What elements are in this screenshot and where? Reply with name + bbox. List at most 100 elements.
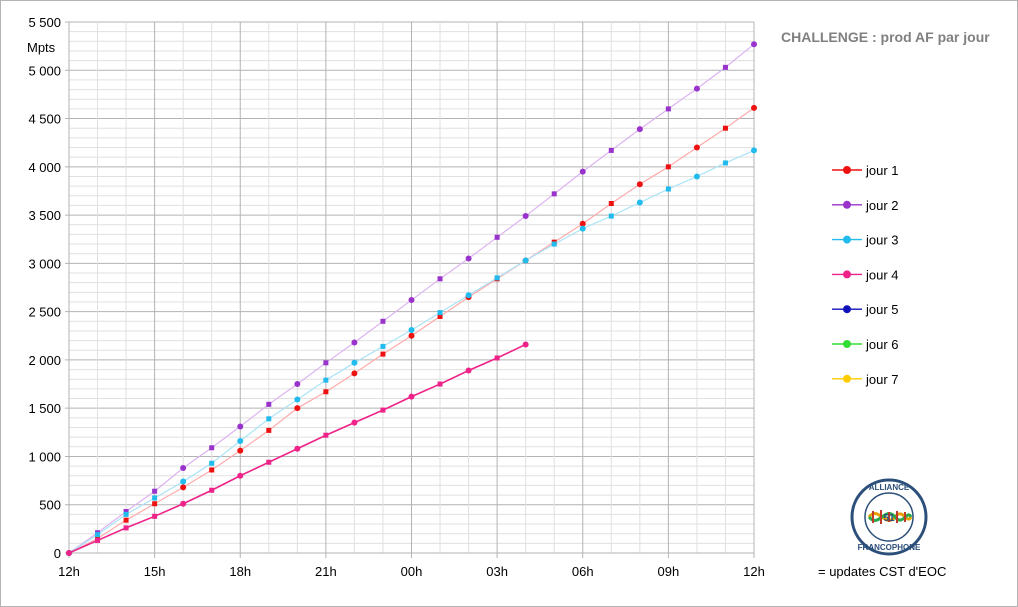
- x-tick-label: 09h: [658, 564, 680, 579]
- data-point-jour-2: [323, 360, 329, 366]
- y-tick-label: 500: [39, 498, 61, 513]
- data-point-jour-1: [408, 332, 415, 339]
- data-point-jour-4: [380, 407, 386, 413]
- axes: [68, 22, 754, 554]
- series-points: [66, 41, 757, 556]
- data-point-jour-2: [351, 339, 358, 346]
- data-point-jour-1: [636, 181, 643, 188]
- data-point-jour-2: [152, 488, 158, 494]
- data-point-jour-1: [266, 427, 272, 433]
- data-point-jour-4: [209, 487, 215, 493]
- data-point-jour-4: [494, 355, 500, 361]
- data-point-jour-3: [351, 359, 358, 366]
- y-tick-label: 5 000: [28, 63, 61, 78]
- data-point-jour-1: [152, 501, 158, 507]
- data-point-jour-3: [323, 377, 329, 383]
- x-tick-label: 12h: [58, 564, 80, 579]
- y-tick-label: 3 000: [28, 256, 61, 271]
- x-tick-label: 03h: [486, 564, 508, 579]
- y-tick-label: 0: [54, 546, 61, 561]
- data-point-jour-4: [266, 459, 272, 465]
- legend-label-jour-7: jour 7: [865, 372, 899, 387]
- y-tick-label: 2 500: [28, 305, 61, 320]
- data-point-jour-2: [579, 168, 586, 175]
- data-point-jour-2: [237, 423, 244, 430]
- data-point-jour-2: [665, 106, 671, 112]
- data-point-jour-1: [180, 484, 187, 491]
- data-point-jour-4: [408, 393, 415, 400]
- data-point-jour-2: [693, 85, 700, 92]
- data-point-jour-2: [180, 465, 187, 472]
- data-point-jour-2: [608, 147, 614, 153]
- data-point-jour-3: [693, 173, 700, 180]
- logo-top-text: ALLIANCE: [869, 483, 910, 492]
- data-point-jour-4: [152, 513, 158, 519]
- x-tick-label: 00h: [401, 564, 423, 579]
- data-point-jour-3: [266, 416, 272, 422]
- y-tick-label: 1 500: [28, 401, 61, 416]
- legend-marker-jour-2: [843, 200, 851, 209]
- data-point-jour-3: [751, 147, 757, 154]
- data-point-jour-3: [408, 326, 415, 333]
- data-point-jour-4: [351, 419, 358, 426]
- data-point-jour-3: [152, 495, 158, 501]
- data-point-jour-1: [437, 313, 443, 319]
- data-point-jour-1: [323, 389, 329, 395]
- data-point-jour-3: [665, 186, 671, 192]
- y-tick-label: 5 500: [28, 15, 61, 30]
- legend-label-jour-1: jour 1: [865, 163, 899, 178]
- data-point-jour-3: [551, 241, 557, 247]
- legend-marker-jour-6: [843, 340, 851, 348]
- chart-title: CHALLENGE : prod AF par jour: [781, 29, 990, 45]
- legend-item-jour-7: jour 7: [832, 372, 899, 387]
- data-point-jour-1: [579, 220, 586, 227]
- data-point-jour-4: [522, 341, 529, 348]
- data-point-jour-2: [294, 381, 301, 388]
- y-axis-label: Mpts: [27, 40, 56, 55]
- data-point-jour-4: [323, 432, 329, 438]
- data-point-jour-2: [465, 255, 472, 262]
- y-tick-label: 1 000: [28, 449, 61, 464]
- data-point-jour-3: [180, 478, 187, 485]
- data-point-jour-4: [237, 472, 244, 479]
- legend-item-jour-6: jour 6: [832, 337, 899, 352]
- data-point-jour-3: [522, 257, 529, 264]
- data-point-jour-2: [722, 64, 728, 70]
- y-tick-label: 3 500: [28, 208, 61, 223]
- x-tick-label: 21h: [315, 564, 337, 579]
- logo-center-text: 51: [883, 513, 895, 524]
- y-tick-label: 4 500: [28, 112, 61, 127]
- logo-helix-icon-3: [872, 510, 906, 524]
- x-tick-labels: 12h 15h 18h 21h 00h 03h 06h 09h 12h: [58, 564, 765, 579]
- grid-major: [65, 21, 755, 558]
- legend-marker-jour-4: [843, 270, 851, 279]
- data-point-jour-3: [209, 460, 215, 466]
- logo-helix-icon-2: [867, 512, 913, 522]
- update-note: = updates CST d'EOC: [818, 564, 946, 579]
- data-point-jour-2: [751, 41, 757, 48]
- y-tick-labels: 0 500 1 000 1 500 2 000 2 500 3 000 3 500 4 000 4…: [28, 15, 61, 561]
- data-point-jour-1: [209, 467, 215, 473]
- y-tick-label: 4 000: [28, 160, 61, 175]
- data-point-jour-4: [437, 381, 443, 387]
- data-point-jour-3: [123, 511, 129, 517]
- legend-marker-jour-5: [843, 305, 851, 314]
- data-point-jour-3: [636, 199, 643, 206]
- data-point-jour-3: [465, 292, 472, 299]
- data-point-jour-1: [722, 125, 728, 131]
- data-point-jour-3: [437, 310, 443, 316]
- data-point-jour-3: [608, 213, 614, 219]
- data-point-jour-2: [437, 276, 443, 282]
- x-tick-label: 15h: [144, 564, 166, 579]
- legend-item-jour-5: jour 5: [832, 302, 899, 317]
- data-point-jour-2: [551, 191, 557, 197]
- legend-label-jour-3: jour 3: [865, 233, 899, 248]
- data-point-jour-3: [294, 396, 301, 403]
- legend-item-jour-3: jour 3: [832, 233, 899, 248]
- data-point-jour-2: [209, 445, 215, 451]
- alliance-logo: 51 ALLIANCE FRANCOPHONE: [850, 478, 928, 556]
- data-point-jour-4: [465, 367, 472, 374]
- legend-marker-jour-7: [843, 374, 851, 383]
- data-point-jour-2: [494, 234, 500, 240]
